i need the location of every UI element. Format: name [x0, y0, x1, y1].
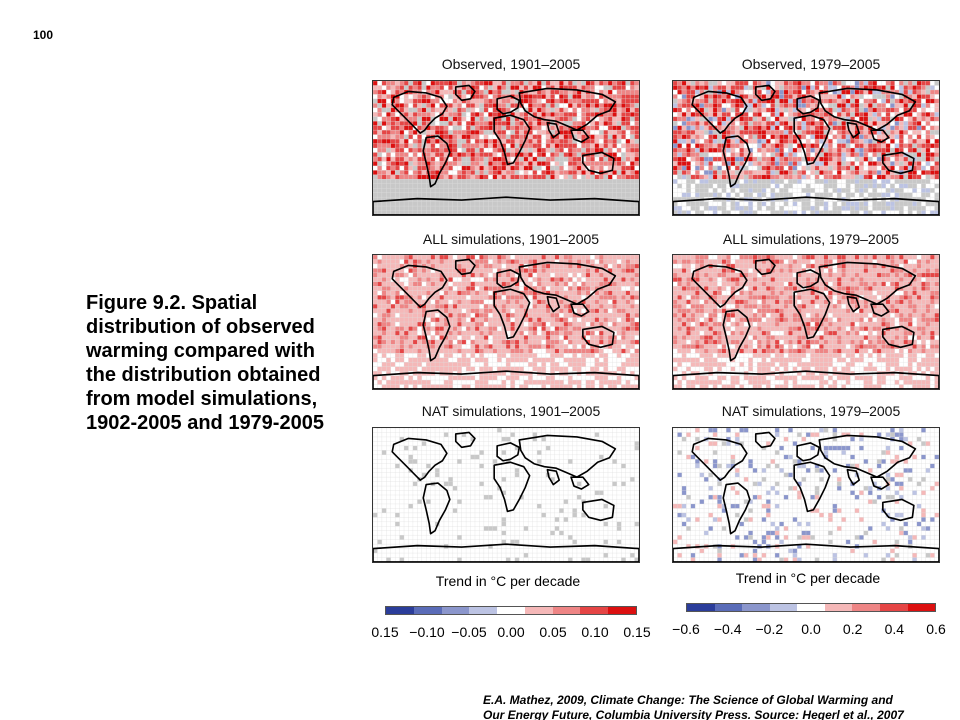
colorbar-left-swatch [386, 607, 414, 614]
map-nat-1979 [672, 427, 940, 563]
colorbar-right-tick: 0.2 [842, 621, 863, 637]
colorbar-right-tick: −0.2 [755, 621, 784, 637]
colorbar-left-tick: 0.15 [371, 624, 399, 640]
colorbar-left-swatch [413, 607, 442, 614]
grid-lines [373, 255, 639, 389]
colorbar-right-tick: −0.4 [713, 621, 742, 637]
colorbar-left-tick: −0.10 [409, 624, 445, 640]
coastlines [673, 431, 939, 562]
colorbar-left-tick: 0.15 [623, 624, 651, 640]
panel-title-all-1979: ALL simulations, 1979–2005 [722, 231, 900, 247]
panel-title-observed-1979: Observed, 1979–2005 [741, 56, 881, 72]
credit-line-1: E.A. Mathez, 2009, Climate Change: The S… [483, 693, 893, 707]
colorbar-left-swatch [552, 607, 581, 614]
figure-caption: Figure 9.2. Spatial distribution of obse… [86, 292, 324, 434]
map-nat-1901 [372, 427, 640, 563]
panel-title-observed-1901: Observed, 1901–2005 [441, 56, 581, 72]
colorbar-right [686, 603, 936, 612]
colorbar-right-swatch [769, 604, 798, 611]
colorbar-left-tick: −0.05 [451, 624, 487, 640]
colorbar-left-swatch [469, 607, 498, 614]
world-map-svg [673, 81, 939, 215]
map-observed-1901 [372, 80, 640, 216]
colorbar-right-swatch [687, 604, 715, 611]
coastlines [373, 84, 639, 215]
trend-grid [373, 255, 639, 389]
colorbar-right-tick: −0.6 [672, 621, 700, 637]
trend-grid [673, 428, 939, 562]
colorbar-right-tick: 0.0 [801, 621, 821, 637]
trend-grid [373, 81, 639, 215]
colorbar-right-swatch [714, 604, 743, 611]
credit-line-2: Our Energy Future, Columbia University P… [483, 708, 904, 720]
panel-title-nat-1979: NAT simulations, 1979–2005 [721, 403, 901, 419]
credit-line: E.A. Mathez, 2009, Climate Change: The S… [483, 693, 953, 720]
colorbar-left-swatch [608, 607, 637, 614]
colorbar-left-swatch [580, 607, 609, 614]
world-map-svg [673, 428, 939, 562]
trend-grid [673, 255, 939, 389]
coastlines [373, 431, 639, 562]
panel-title-nat-1901: NAT simulations, 1901–2005 [421, 403, 601, 419]
colorbar-left [385, 606, 637, 615]
page-number: 100 [33, 28, 54, 42]
grid-lines [373, 428, 639, 562]
world-map-svg [673, 255, 939, 389]
coastlines [373, 258, 639, 389]
trend-grid [373, 428, 639, 562]
grid-lines [673, 81, 939, 215]
legend-title-left: Trend in °C per decade [435, 573, 581, 589]
colorbar-left-tick: 0.10 [581, 624, 609, 640]
panel-title-all-1901: ALL simulations, 1901–2005 [422, 231, 600, 247]
colorbar-left-swatch [441, 607, 470, 614]
colorbar-right-tick: 0.6 [926, 621, 946, 637]
coastlines [673, 84, 939, 215]
colorbar-right-tick: 0.4 [884, 621, 905, 637]
colorbar-left-swatch [524, 607, 553, 614]
grid-lines [373, 81, 639, 215]
colorbar-right-swatch [852, 604, 880, 611]
grid-lines [673, 255, 939, 389]
legend-title-right: Trend in °C per decade [735, 570, 881, 586]
colorbar-right-swatch [797, 604, 825, 611]
colorbar-left-tick: 0.00 [497, 624, 525, 640]
colorbar-left-swatch [497, 607, 525, 614]
colorbar-right-swatch [742, 604, 770, 611]
colorbar-right-swatch [907, 604, 936, 611]
map-all-1979 [672, 254, 940, 390]
map-observed-1979 [672, 80, 940, 216]
world-map-svg [373, 428, 639, 562]
colorbar-left-tick: 0.05 [539, 624, 567, 640]
map-all-1901 [372, 254, 640, 390]
world-map-svg [373, 81, 639, 215]
colorbar-right-swatch [879, 604, 908, 611]
grid-lines [673, 428, 939, 562]
coastlines [673, 258, 939, 389]
colorbar-right-swatch [824, 604, 853, 611]
world-map-svg [373, 255, 639, 389]
